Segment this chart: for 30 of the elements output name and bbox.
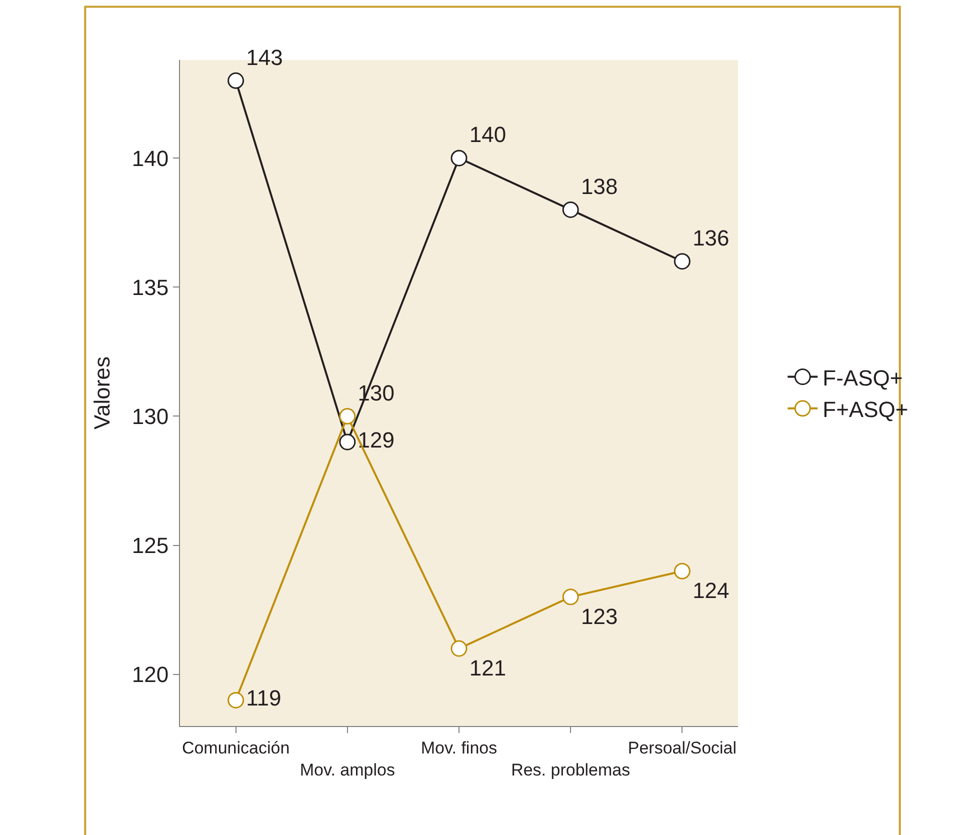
point [450, 150, 468, 166]
y-tick-label: 125 [132, 533, 169, 558]
y-axis-title: Valores [90, 356, 115, 430]
data-label: 143 [246, 44, 283, 70]
x-tick-label: Mov. finos [420, 738, 498, 758]
point [562, 201, 579, 218]
point [228, 692, 244, 708]
point [339, 434, 356, 450]
data-label: 119 [246, 686, 282, 711]
x-tick-label: Comunicación [182, 738, 290, 758]
point [450, 640, 468, 657]
y-tick-label: 140 [132, 146, 169, 171]
x-tick-label: Persoal/Social [628, 738, 737, 758]
data-label: 140 [469, 122, 506, 148]
x-tick-label: Res. problemas [511, 760, 630, 780]
point [674, 253, 690, 270]
data-label: 123 [580, 604, 618, 629]
y-tick-label: 130 [132, 404, 169, 429]
data-label: 129 [358, 428, 394, 453]
data-label: 138 [580, 174, 618, 199]
point [674, 562, 690, 580]
point [228, 72, 244, 89]
point [562, 588, 579, 606]
point [339, 408, 356, 424]
data-label: 136 [692, 225, 730, 250]
y-tick-label: 120 [132, 662, 169, 688]
y-tick-label: 135 [132, 274, 169, 300]
data-label: 124 [692, 578, 730, 603]
x-tick-label: Mov. amplos [300, 760, 395, 780]
data-label: 121 [469, 655, 506, 680]
